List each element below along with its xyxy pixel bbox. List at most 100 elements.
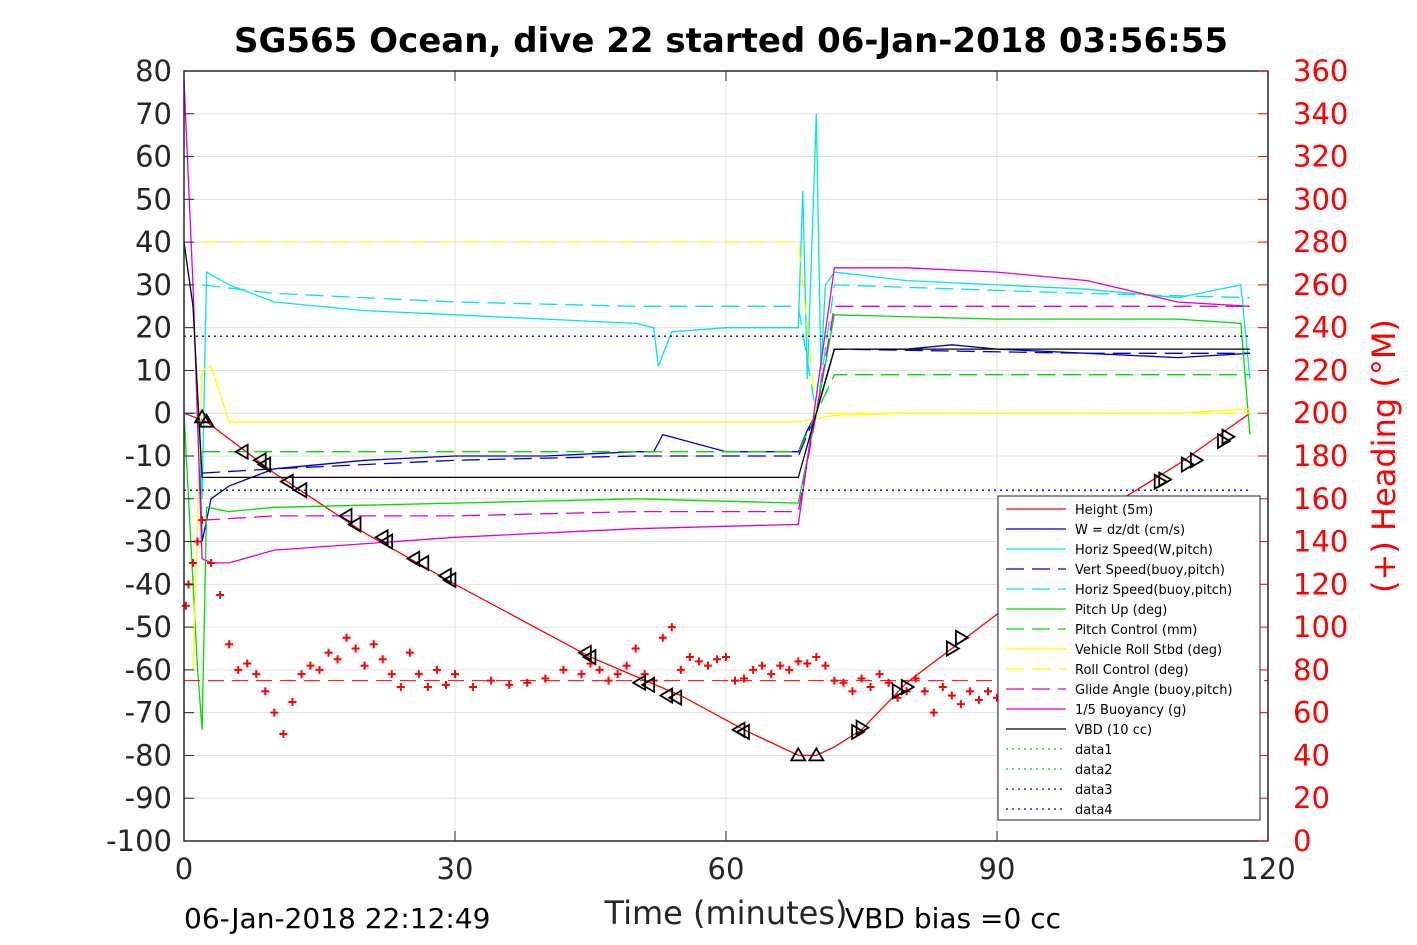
heading-point — [297, 670, 306, 679]
y-right-tick-label: 120 — [1293, 567, 1348, 601]
y-tick-label: -60 — [125, 653, 172, 687]
heading-point — [595, 665, 604, 674]
series-pitch-up-deg — [183, 314, 1251, 730]
heading-point — [758, 661, 767, 670]
heading-point — [839, 678, 848, 687]
legend-label: Pitch Control (mm) — [1075, 623, 1197, 638]
legend-label: 1/5 Buoyancy (g) — [1075, 703, 1186, 718]
legend-label: data2 — [1075, 763, 1113, 778]
legend-label: Horiz Speed(W,pitch) — [1075, 543, 1213, 558]
heading-point — [577, 670, 586, 679]
heading-point — [405, 648, 414, 657]
heading-point — [821, 661, 830, 670]
heading-point — [604, 676, 613, 685]
heading-point — [216, 591, 225, 600]
heading-point — [360, 661, 369, 670]
x-tick-label: 120 — [1240, 852, 1295, 886]
series-w-dz-dt-cm-s — [184, 344, 1250, 542]
gc-marker — [337, 507, 353, 525]
heading-point — [342, 633, 351, 642]
heading-point — [920, 687, 929, 696]
heading-point — [333, 655, 342, 664]
gc-marker — [256, 455, 272, 474]
gc-marker — [640, 676, 656, 694]
legend-box — [997, 495, 1261, 821]
series-vbd-10-cc — [183, 242, 1250, 479]
y-right-tick-label: 20 — [1293, 781, 1330, 815]
heading-point — [740, 674, 749, 683]
gc-marker — [891, 682, 907, 700]
heading-point — [974, 695, 983, 704]
gc-marker — [735, 723, 750, 741]
y-tick-label: -30 — [125, 525, 172, 559]
heading-point — [613, 670, 622, 679]
y-right-tick-labels: 3603403203002802602402202001801601401201… — [1293, 54, 1348, 858]
y-right-axis-label: (+) Heading (°M) — [1365, 319, 1403, 593]
y-right-tick-label: 320 — [1293, 140, 1348, 174]
heading-point — [387, 670, 396, 679]
heading-point — [378, 655, 387, 664]
y-right-tick-label: 360 — [1293, 54, 1348, 88]
gc-marker — [581, 648, 597, 666]
heading-point — [469, 683, 478, 691]
gc-marker — [1189, 451, 1205, 469]
heading-point — [243, 659, 252, 668]
gc-marker — [441, 571, 457, 589]
y-tick-label: -100 — [106, 824, 172, 858]
x-tick-label: 30 — [437, 852, 474, 886]
y-tick-labels: 80 70 60 50 40 30 20 10 0 -10 -20 -30 -40 -50 -60 -70 -8… — [106, 54, 172, 858]
heading-point — [929, 708, 938, 717]
y-right-tick-label: 240 — [1293, 311, 1348, 345]
heading-point — [622, 661, 631, 670]
legend-label: VBD (10 cc) — [1075, 723, 1152, 738]
heading-point — [414, 670, 423, 679]
heading-point — [667, 623, 676, 632]
y-right-tick-label: 0 — [1293, 824, 1311, 858]
gc-marker — [198, 413, 216, 428]
y-right-tick-label: 40 — [1293, 738, 1330, 772]
marker-layer — [193, 408, 1237, 762]
gc-marker — [667, 689, 683, 707]
heading-point — [261, 687, 270, 696]
heading-point — [631, 644, 640, 653]
x-tick-label: 90 — [979, 852, 1016, 886]
legend-label: Vehicle Roll Stbd (deg) — [1075, 643, 1222, 658]
heading-point — [703, 661, 712, 670]
gc-marker — [1217, 432, 1232, 450]
gc-marker — [292, 481, 308, 499]
gc-marker — [855, 719, 871, 737]
y-tick-label: -90 — [125, 781, 172, 815]
y-tick-label: 40 — [135, 225, 172, 259]
gc-marker — [946, 639, 961, 658]
y-tick-label: -80 — [125, 738, 172, 772]
heading-point — [658, 633, 667, 642]
y-right-tick-label: 340 — [1293, 97, 1348, 131]
heading-point — [225, 640, 234, 649]
gc-marker — [378, 532, 394, 551]
y-tick-label: 0 — [154, 396, 172, 430]
heading-point — [306, 661, 315, 670]
heading-point — [965, 687, 974, 696]
series-vert-speed-buoy-pitch — [202, 348, 1250, 474]
heading-point — [193, 537, 202, 546]
heading-point — [794, 657, 803, 666]
footer-vbd-bias: VBD bias =0 cc — [845, 902, 1061, 935]
legend-label: Roll Control (deg) — [1075, 663, 1189, 678]
heading-point — [324, 648, 333, 657]
heading-point — [369, 640, 378, 649]
ticks — [183, 70, 1269, 842]
y-right-tick-label: 160 — [1293, 482, 1348, 516]
y-tick-label: -40 — [125, 567, 172, 601]
heading-point — [288, 697, 297, 706]
y-right-tick-label: 300 — [1293, 182, 1348, 216]
heading-point — [351, 644, 360, 653]
y-tick-label: 60 — [135, 140, 172, 174]
series-horiz-speed-w-pitch — [184, 113, 1251, 499]
legend: Height (5m) W = dz/dt (cm/s) Horiz Speed(W… — [997, 495, 1261, 821]
heading-point — [884, 678, 893, 687]
legend-label: Height (5m) — [1075, 503, 1153, 518]
y-right-tick-label: 80 — [1293, 653, 1330, 687]
gc-marker — [955, 629, 970, 647]
heading-point — [451, 670, 459, 679]
heading-point — [676, 665, 685, 674]
